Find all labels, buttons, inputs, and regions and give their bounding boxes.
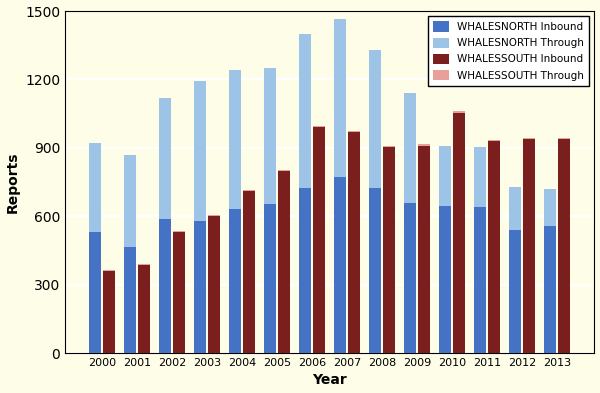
Bar xyxy=(159,98,172,219)
Bar xyxy=(509,187,521,230)
Bar xyxy=(369,50,382,188)
Bar xyxy=(418,144,430,145)
Bar xyxy=(208,215,220,216)
Bar xyxy=(474,207,487,353)
Bar xyxy=(369,188,382,353)
Bar xyxy=(173,232,185,353)
Bar xyxy=(243,190,256,191)
Bar xyxy=(509,230,521,353)
Bar xyxy=(383,147,395,353)
Bar xyxy=(334,178,346,353)
X-axis label: Year: Year xyxy=(313,373,347,387)
Bar xyxy=(243,191,256,353)
Bar xyxy=(124,155,136,247)
Bar xyxy=(103,271,115,353)
Bar xyxy=(229,70,241,209)
Bar xyxy=(404,202,416,353)
Bar xyxy=(544,189,556,226)
Bar xyxy=(278,169,290,171)
Bar xyxy=(194,221,206,353)
Bar xyxy=(558,138,571,139)
Bar xyxy=(488,141,500,353)
Bar xyxy=(558,139,571,353)
Bar xyxy=(89,143,101,232)
Bar xyxy=(208,216,220,353)
Bar xyxy=(173,231,185,232)
Bar xyxy=(124,247,136,353)
Bar xyxy=(474,147,487,207)
Bar xyxy=(348,132,361,353)
Bar xyxy=(299,34,311,188)
Bar xyxy=(453,112,466,353)
Bar xyxy=(103,270,115,271)
Bar xyxy=(439,145,451,206)
Bar xyxy=(159,219,172,353)
Bar xyxy=(89,232,101,353)
Bar xyxy=(138,265,151,353)
Bar xyxy=(138,264,151,265)
Bar xyxy=(453,111,466,112)
Y-axis label: Reports: Reports xyxy=(5,151,20,213)
Bar xyxy=(264,204,277,353)
Bar xyxy=(488,140,500,141)
Bar xyxy=(404,93,416,202)
Bar xyxy=(383,145,395,147)
Bar xyxy=(313,127,325,353)
Bar xyxy=(313,126,325,127)
Bar xyxy=(348,131,361,132)
Bar xyxy=(418,145,430,353)
Bar xyxy=(194,81,206,221)
Bar xyxy=(229,209,241,353)
Bar xyxy=(523,139,535,353)
Legend: WHALESNORTH Inbound, WHALESNORTH Through, WHALESSOUTH Inbound, WHALESSOUTH Throu: WHALESNORTH Inbound, WHALESNORTH Through… xyxy=(428,16,589,86)
Bar xyxy=(264,68,277,204)
Bar xyxy=(299,188,311,353)
Bar xyxy=(523,138,535,139)
Bar xyxy=(544,226,556,353)
Bar xyxy=(334,19,346,178)
Bar xyxy=(439,206,451,353)
Bar xyxy=(278,171,290,353)
